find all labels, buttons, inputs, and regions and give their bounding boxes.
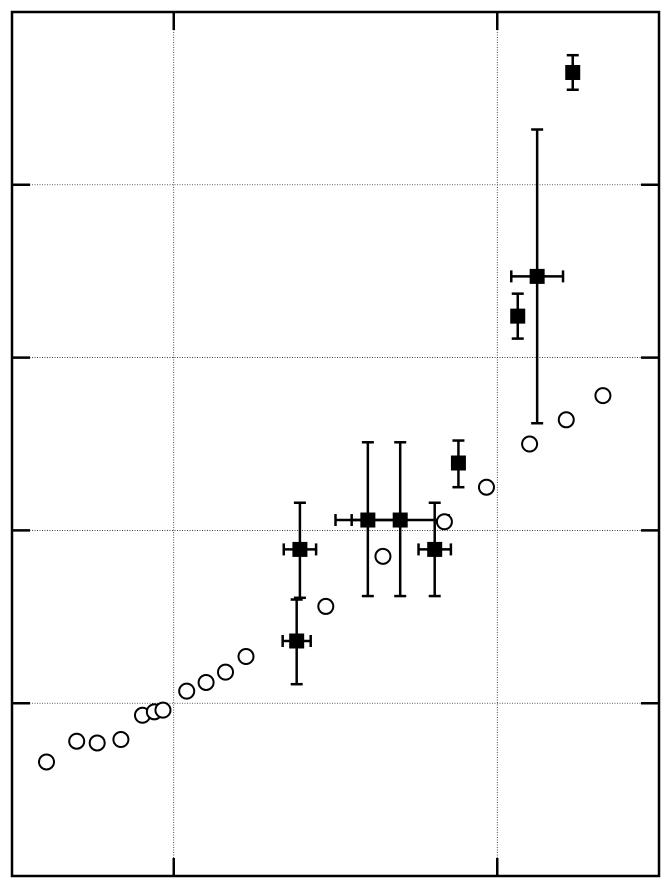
open-circle-point-7 (178, 682, 196, 700)
plot-frame (10, 10, 661, 878)
open-circle-point-13 (435, 513, 453, 531)
open-circle-point-17 (594, 387, 612, 405)
open-circle-point-2 (88, 734, 106, 752)
filled-square-point-7 (529, 268, 545, 284)
open-circle-point-10 (237, 648, 255, 666)
filled-square-point-3 (392, 512, 408, 528)
grid-lines (12, 12, 659, 876)
open-circle-point-12 (374, 547, 392, 565)
open-circle-point-3 (112, 730, 130, 748)
filled-square-point-1 (292, 541, 308, 557)
filled-square-point-6 (510, 308, 526, 324)
open-circle-point-11 (317, 597, 335, 615)
open-circle-point-6 (154, 701, 172, 719)
axis-ticks (12, 12, 659, 876)
filled-square-point-8 (565, 64, 581, 80)
error-bars (281, 53, 579, 686)
filled-square-point-5 (450, 455, 466, 471)
filled-square-point-2 (360, 512, 376, 528)
plot-border (10, 10, 661, 878)
open-circle-point-1 (68, 732, 86, 750)
open-circle-point-8 (197, 673, 215, 691)
open-circle-point-14 (477, 478, 495, 496)
open-circle-point-15 (521, 435, 539, 453)
open-circle-point-16 (557, 411, 575, 429)
open-circle-point-9 (217, 663, 235, 681)
filled-square-point-0 (289, 633, 305, 649)
data-markers (38, 64, 612, 771)
filled-square-point-4 (427, 541, 443, 557)
open-circle-point-0 (38, 753, 56, 771)
